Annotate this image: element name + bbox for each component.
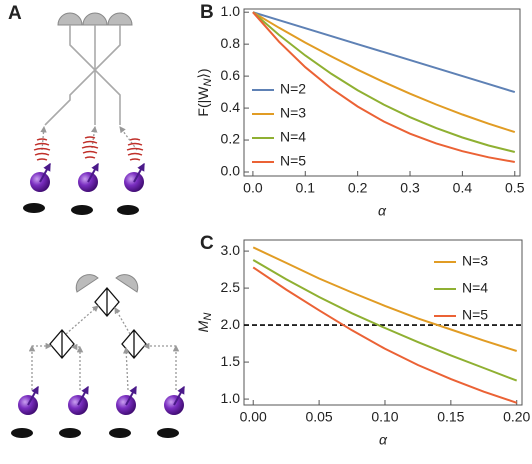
panel-label: A: [8, 3, 22, 24]
series-line: [252, 11, 516, 94]
y-tick-label: 1.0: [221, 390, 241, 406]
y-tick-label: 2.0: [221, 316, 241, 332]
series-line: [252, 11, 515, 163]
legend-label: N=5: [462, 307, 488, 323]
y-axis-label: MN: [195, 313, 214, 333]
y-axis-label-main: F(|W: [195, 86, 211, 117]
x-tick-label: 0.20: [503, 409, 530, 425]
y-axis-label-sub: N: [202, 313, 214, 321]
x-tick-label: 0.05: [305, 409, 332, 425]
plot-frame: [243, 8, 521, 177]
x-tick-label: 0.2: [348, 180, 368, 196]
legend-label: N=3: [280, 105, 306, 121]
legend-label: N=5: [280, 153, 306, 169]
panel-label: B: [200, 2, 214, 23]
y-tick-label: 2.5: [221, 279, 241, 295]
x-axis-label: α: [378, 203, 387, 219]
x-tick-label: 0.10: [371, 409, 398, 425]
y-axis-label-sub: N: [202, 79, 214, 87]
series-line: [252, 266, 518, 404]
legend-label: N=4: [462, 280, 488, 296]
y-tick-label: 1.5: [221, 353, 241, 369]
legend-label: N=3: [462, 253, 488, 269]
legend-label: N=2: [280, 81, 306, 97]
y-tick-label: 0.0: [221, 163, 241, 179]
series-line: [252, 11, 516, 134]
plot-frame: [243, 239, 523, 406]
panel-label: C: [200, 233, 214, 254]
x-tick-label: 0.5: [505, 180, 525, 196]
legend-label: N=4: [280, 129, 306, 145]
x-tick-label: 0.3: [400, 180, 420, 196]
y-axis-label-after: ⟩): [195, 68, 211, 78]
series-line: [252, 259, 518, 382]
y-axis-label-main: M: [195, 320, 211, 332]
x-tick-label: 0.15: [437, 409, 464, 425]
diagram-bottom: [11, 274, 185, 438]
y-tick-label: 0.8: [221, 35, 241, 51]
y-tick-label: 0.2: [221, 131, 241, 147]
y-tick-label: 1.0: [221, 3, 241, 19]
y-tick-label: 0.4: [221, 99, 241, 115]
y-tick-label: 3.0: [221, 242, 241, 258]
series-line: [252, 246, 518, 352]
y-tick-label: 0.6: [221, 67, 241, 83]
x-axis-label: α: [379, 432, 388, 448]
x-tick-label: 0.4: [453, 180, 473, 196]
series-line: [252, 11, 516, 153]
x-tick-label: 0.00: [240, 409, 267, 425]
y-axis-label: F(|WN⟩): [195, 68, 214, 116]
diagram-top: [23, 12, 145, 215]
x-tick-label: 0.0: [243, 180, 263, 196]
x-tick-label: 0.1: [296, 180, 316, 196]
